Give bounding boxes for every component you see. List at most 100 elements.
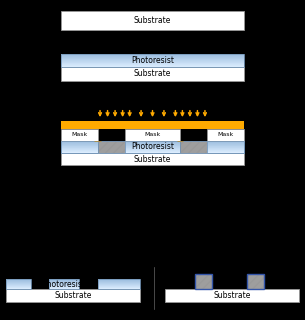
Bar [61,121,244,129]
Bar [98,284,140,285]
Bar [49,279,79,280]
Bar [61,153,244,165]
Bar [207,143,244,144]
Bar [125,149,180,150]
Text: Substrate: Substrate [213,291,250,300]
Bar [61,54,244,55]
Bar [49,287,79,288]
Bar [6,284,31,285]
Bar [195,274,212,289]
Bar [98,286,140,287]
Bar [61,63,244,64]
Bar [61,60,244,61]
Bar [49,284,79,285]
Bar [6,289,140,302]
Bar [125,129,180,141]
Bar [61,58,244,59]
Bar [6,285,31,286]
Bar [125,143,180,144]
Bar [207,145,244,146]
Bar [49,280,79,281]
Bar [49,288,79,289]
Bar [49,285,79,286]
Bar [207,146,244,147]
Bar [61,141,98,142]
Bar [125,143,180,144]
Bar [61,140,98,141]
Bar [98,282,140,283]
Bar [61,64,244,65]
Bar [98,283,140,284]
Bar [6,279,31,289]
Bar [207,151,244,152]
Bar [195,274,212,289]
Bar [6,288,31,289]
Bar [61,55,244,56]
Text: Photoresist: Photoresist [131,142,174,151]
Bar [61,66,244,67]
Bar [207,147,244,148]
Bar [61,143,98,144]
Bar [49,280,79,281]
Bar [125,146,180,147]
Bar [125,148,180,149]
Text: Substrate: Substrate [134,69,171,78]
Bar [61,55,244,56]
Bar [61,11,244,30]
Bar [61,150,98,151]
Bar [61,53,244,54]
Bar [247,274,264,289]
Bar [98,141,125,153]
Bar [98,285,140,286]
Bar [125,152,180,153]
Bar [98,279,140,280]
Bar [6,287,31,288]
Bar [98,279,140,289]
Bar [61,151,98,152]
Bar [61,152,98,153]
Bar [125,141,180,142]
Bar [6,280,31,281]
Bar [49,282,79,283]
Bar [125,144,180,145]
Bar [61,63,244,64]
Bar [6,282,31,283]
Bar [207,144,244,145]
Bar [207,149,244,150]
Bar [207,143,244,144]
Bar [6,287,31,288]
Bar [180,141,207,153]
Bar [49,283,79,284]
Bar [125,146,180,147]
Bar [98,280,140,281]
Bar [125,147,180,148]
Bar [49,285,79,286]
Bar [207,152,244,153]
Bar [125,149,180,150]
Bar [6,279,31,280]
Bar [49,282,79,283]
Bar [61,54,244,67]
Bar [6,280,31,281]
Text: Photoresist: Photoresist [131,56,174,65]
Bar [207,146,244,147]
Bar [207,148,244,149]
Bar [6,283,31,284]
Bar [61,61,244,62]
Bar [125,141,180,142]
Bar [125,151,180,152]
Bar [207,152,244,153]
Bar [61,145,98,146]
Bar [6,282,31,283]
Bar [125,152,180,153]
Text: Mask: Mask [71,132,88,137]
Bar [61,144,98,145]
Bar [61,59,244,60]
Bar [61,56,244,57]
Bar [125,142,180,143]
Bar [49,287,79,288]
Bar [61,143,98,144]
Bar [207,142,244,143]
Bar [61,152,98,153]
Bar [98,281,140,282]
